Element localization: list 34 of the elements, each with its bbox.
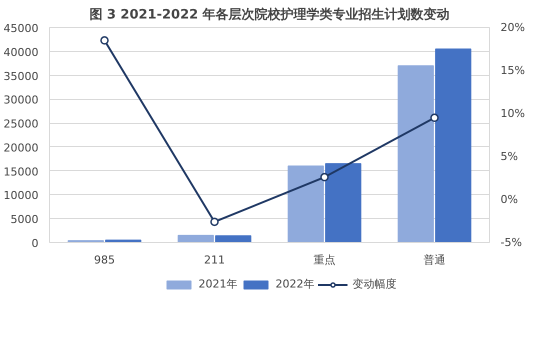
- bar: [215, 235, 252, 242]
- point: [320, 172, 329, 182]
- legend-label: 变动幅度: [352, 276, 396, 292]
- y-tick-label: 15000: [4, 165, 39, 178]
- y-tick-label: 35000: [4, 70, 39, 83]
- y-tick-label: 10000: [4, 189, 39, 202]
- bar: [325, 163, 362, 242]
- chart-title: 图 3 2021-2022 年各层次院校护理学类专业招生计划数变动: [89, 6, 450, 22]
- bar: [178, 234, 214, 242]
- y-tick-label: 0: [32, 237, 38, 250]
- y2-tick-label: 5%: [500, 150, 518, 163]
- x-tick-label: 211: [204, 254, 225, 266]
- y2-tick-label: -5%: [500, 236, 522, 249]
- y2-tick-label: 20%: [500, 21, 525, 34]
- y2-tick-label: 10%: [500, 107, 525, 120]
- y-tick-label: 20000: [4, 141, 39, 154]
- x-tick-label: 普通: [424, 254, 446, 266]
- y-tick-label: 45000: [4, 22, 39, 35]
- y2-tick-label: 15%: [500, 64, 525, 77]
- point: [430, 114, 439, 122]
- x-tick-label: 985: [94, 254, 115, 266]
- y-tick-label: 5000: [10, 213, 39, 226]
- point: [210, 218, 219, 226]
- y2-tick-label: 0%: [500, 193, 518, 206]
- bar: [288, 166, 324, 242]
- bar: [435, 48, 472, 242]
- y-tick-label: 40000: [4, 46, 39, 59]
- y-tick-label: 25000: [4, 118, 39, 131]
- legend-label: 2022年: [276, 276, 314, 292]
- bar: [398, 65, 434, 242]
- point: [100, 36, 109, 45]
- y-tick-label: 30000: [4, 94, 39, 107]
- x-tick-label: 重点: [314, 254, 336, 266]
- legend-label: 2021年: [198, 276, 238, 292]
